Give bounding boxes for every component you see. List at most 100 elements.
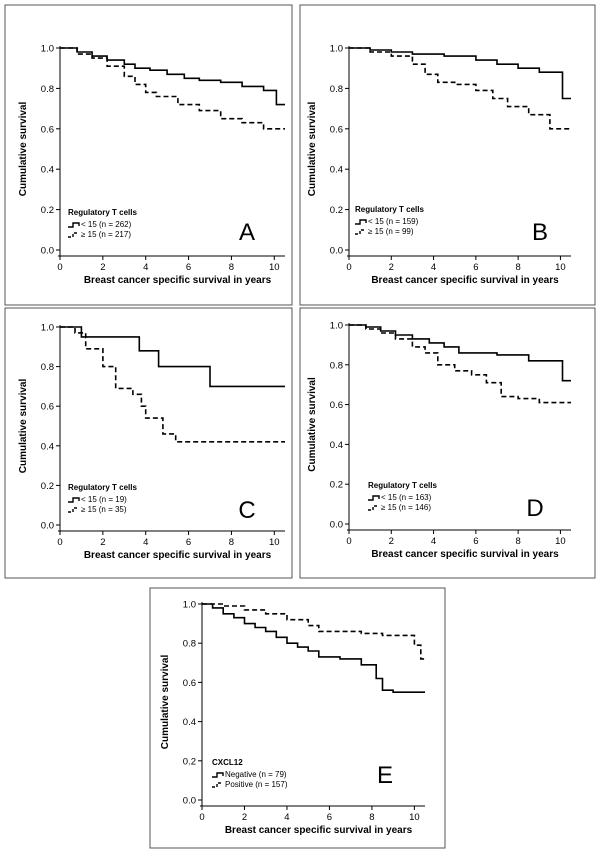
legend-entry: Negative (n = 79): [225, 770, 287, 779]
series-line-dashed: [349, 47, 571, 130]
y-tick-label: 0.0: [41, 246, 54, 257]
panel-letter: E: [377, 762, 393, 789]
x-tick-label: 8: [515, 262, 520, 273]
y-axis-label: Cumulative survival: [307, 102, 318, 197]
x-axis-label: Breast cancer specific survival in years: [84, 275, 272, 286]
legend-title: CXCL12: [212, 758, 243, 767]
panel-frame: [149, 587, 446, 849]
y-tick-label: 0.0: [183, 796, 196, 807]
x-tick-label: 2: [100, 262, 105, 273]
x-tick-label: 10: [269, 537, 280, 548]
legend-swatch-solid: [68, 222, 80, 228]
legend-entry: ≥ 15 (n = 146): [381, 503, 431, 512]
x-tick-label: 4: [143, 262, 148, 273]
x-tick-label: 2: [100, 537, 105, 548]
x-tick-label: 4: [431, 536, 436, 547]
y-axis-label: Cumulative survival: [307, 377, 318, 472]
panel-c: 0.0 0.2 0.4 0.6 0.8 1.0 0 2 4 6 8 10 Breast cancer s…: [4, 307, 293, 579]
panel-e: 0.0 0.2 0.4 0.6 0.8 1.0 0 2 4 6 8 10 Breast cancer s…: [149, 587, 446, 849]
panel-d: 0.0 0.2 0.4 0.6 0.8 1.0 0 2 4 6 8 10 Breast cancer s…: [299, 307, 596, 579]
panel-a: 0.0 0.2 0.4 0.6 0.8 1.0 0 2 4 6 8 10 Breast cancer s…: [4, 4, 293, 306]
y-tick-label: 1.0: [41, 323, 54, 334]
series-line-solid: [60, 326, 285, 388]
y-tick-label: 0.4: [183, 717, 196, 728]
panel-letter: B: [532, 219, 548, 246]
y-tick-label: 1.0: [330, 321, 343, 332]
x-tick-label: 6: [327, 812, 332, 823]
legend-entry: ≥ 15 (n = 35): [81, 505, 127, 514]
x-tick-label: 2: [389, 262, 394, 273]
y-tick-label: 0.6: [330, 400, 343, 411]
legend-entry: ≥ 15 (n = 99): [368, 227, 414, 236]
legend-swatch-solid: [212, 772, 224, 778]
x-tick-label: 2: [242, 812, 247, 823]
x-tick-label: 10: [269, 262, 280, 273]
y-tick-label: 0.8: [41, 84, 54, 95]
y-tick-label: 0.8: [330, 84, 343, 95]
x-axis-label: Breast cancer specific survival in years: [225, 825, 413, 836]
y-axis-label: Cumulative survival: [18, 102, 29, 197]
panel-letter: C: [238, 497, 255, 524]
legend-swatch-dashed: [368, 505, 379, 511]
legend-title: Regulatory T cells: [68, 208, 137, 217]
panel-frame: [4, 4, 293, 306]
legend-entry: Positive (n = 157): [225, 780, 288, 789]
x-tick-label: 10: [409, 812, 420, 823]
x-axis-label: Breast cancer specific survival in years: [371, 275, 559, 286]
legend-swatch-solid: [368, 495, 380, 501]
series-line-solid: [202, 603, 425, 693]
series-line-dashed: [60, 47, 285, 130]
x-tick-label: 8: [229, 537, 234, 548]
y-tick-label: 0.2: [330, 205, 343, 216]
series-line-dashed: [349, 324, 571, 404]
series-line-solid: [60, 47, 285, 106]
y-axis-label: Cumulative survival: [18, 379, 29, 474]
series-line-dashed: [60, 326, 285, 443]
legend-swatch-solid: [355, 219, 367, 225]
legend-swatch-solid: [68, 497, 80, 503]
panel-frame: [299, 4, 596, 306]
legend-entry: < 15 (n = 159): [368, 217, 419, 226]
legend-title: Regulatory T cells: [368, 481, 437, 490]
panel-frame: [4, 307, 293, 579]
x-axis-label: Breast cancer specific survival in years: [84, 550, 272, 561]
y-tick-label: 0.0: [330, 246, 343, 257]
legend-title: Regulatory T cells: [355, 205, 424, 214]
legend-swatch-dashed: [68, 507, 79, 513]
x-tick-label: 6: [473, 262, 478, 273]
y-tick-label: 0.2: [183, 756, 196, 767]
y-tick-label: 0.6: [183, 678, 196, 689]
legend-swatch-dashed: [355, 229, 366, 235]
y-tick-label: 0.0: [41, 521, 54, 532]
x-tick-label: 0: [57, 262, 62, 273]
legend-title: Regulatory T cells: [68, 483, 137, 492]
y-axis-label: Cumulative survival: [160, 655, 171, 750]
y-tick-label: 0.8: [41, 362, 54, 373]
y-tick-label: 0.4: [41, 165, 54, 176]
x-tick-label: 0: [199, 812, 204, 823]
panel-frame: [299, 307, 596, 579]
y-tick-label: 1.0: [41, 44, 54, 55]
x-tick-label: 4: [143, 537, 148, 548]
panel-letter: A: [239, 219, 255, 246]
series-line-dashed: [202, 603, 425, 660]
x-tick-label: 0: [346, 262, 351, 273]
y-tick-label: 1.0: [330, 44, 343, 55]
x-tick-label: 6: [473, 536, 478, 547]
x-tick-label: 0: [346, 536, 351, 547]
y-tick-label: 0.4: [330, 440, 343, 451]
y-tick-label: 0.6: [41, 402, 54, 413]
legend-entry: ≥ 15 (n = 217): [81, 230, 131, 239]
x-tick-label: 10: [555, 536, 566, 547]
legend-entry: < 15 (n = 19): [81, 495, 127, 504]
y-tick-label: 0.6: [330, 124, 343, 135]
y-tick-label: 0.4: [330, 165, 343, 176]
y-tick-label: 0.4: [41, 441, 54, 452]
x-tick-label: 0: [57, 537, 62, 548]
x-tick-label: 6: [186, 537, 191, 548]
y-tick-label: 1.0: [183, 600, 196, 611]
x-tick-label: 4: [431, 262, 436, 273]
legend-swatch-dashed: [212, 782, 223, 788]
y-tick-label: 0.8: [183, 639, 196, 650]
legend-swatch-dashed: [68, 232, 79, 238]
